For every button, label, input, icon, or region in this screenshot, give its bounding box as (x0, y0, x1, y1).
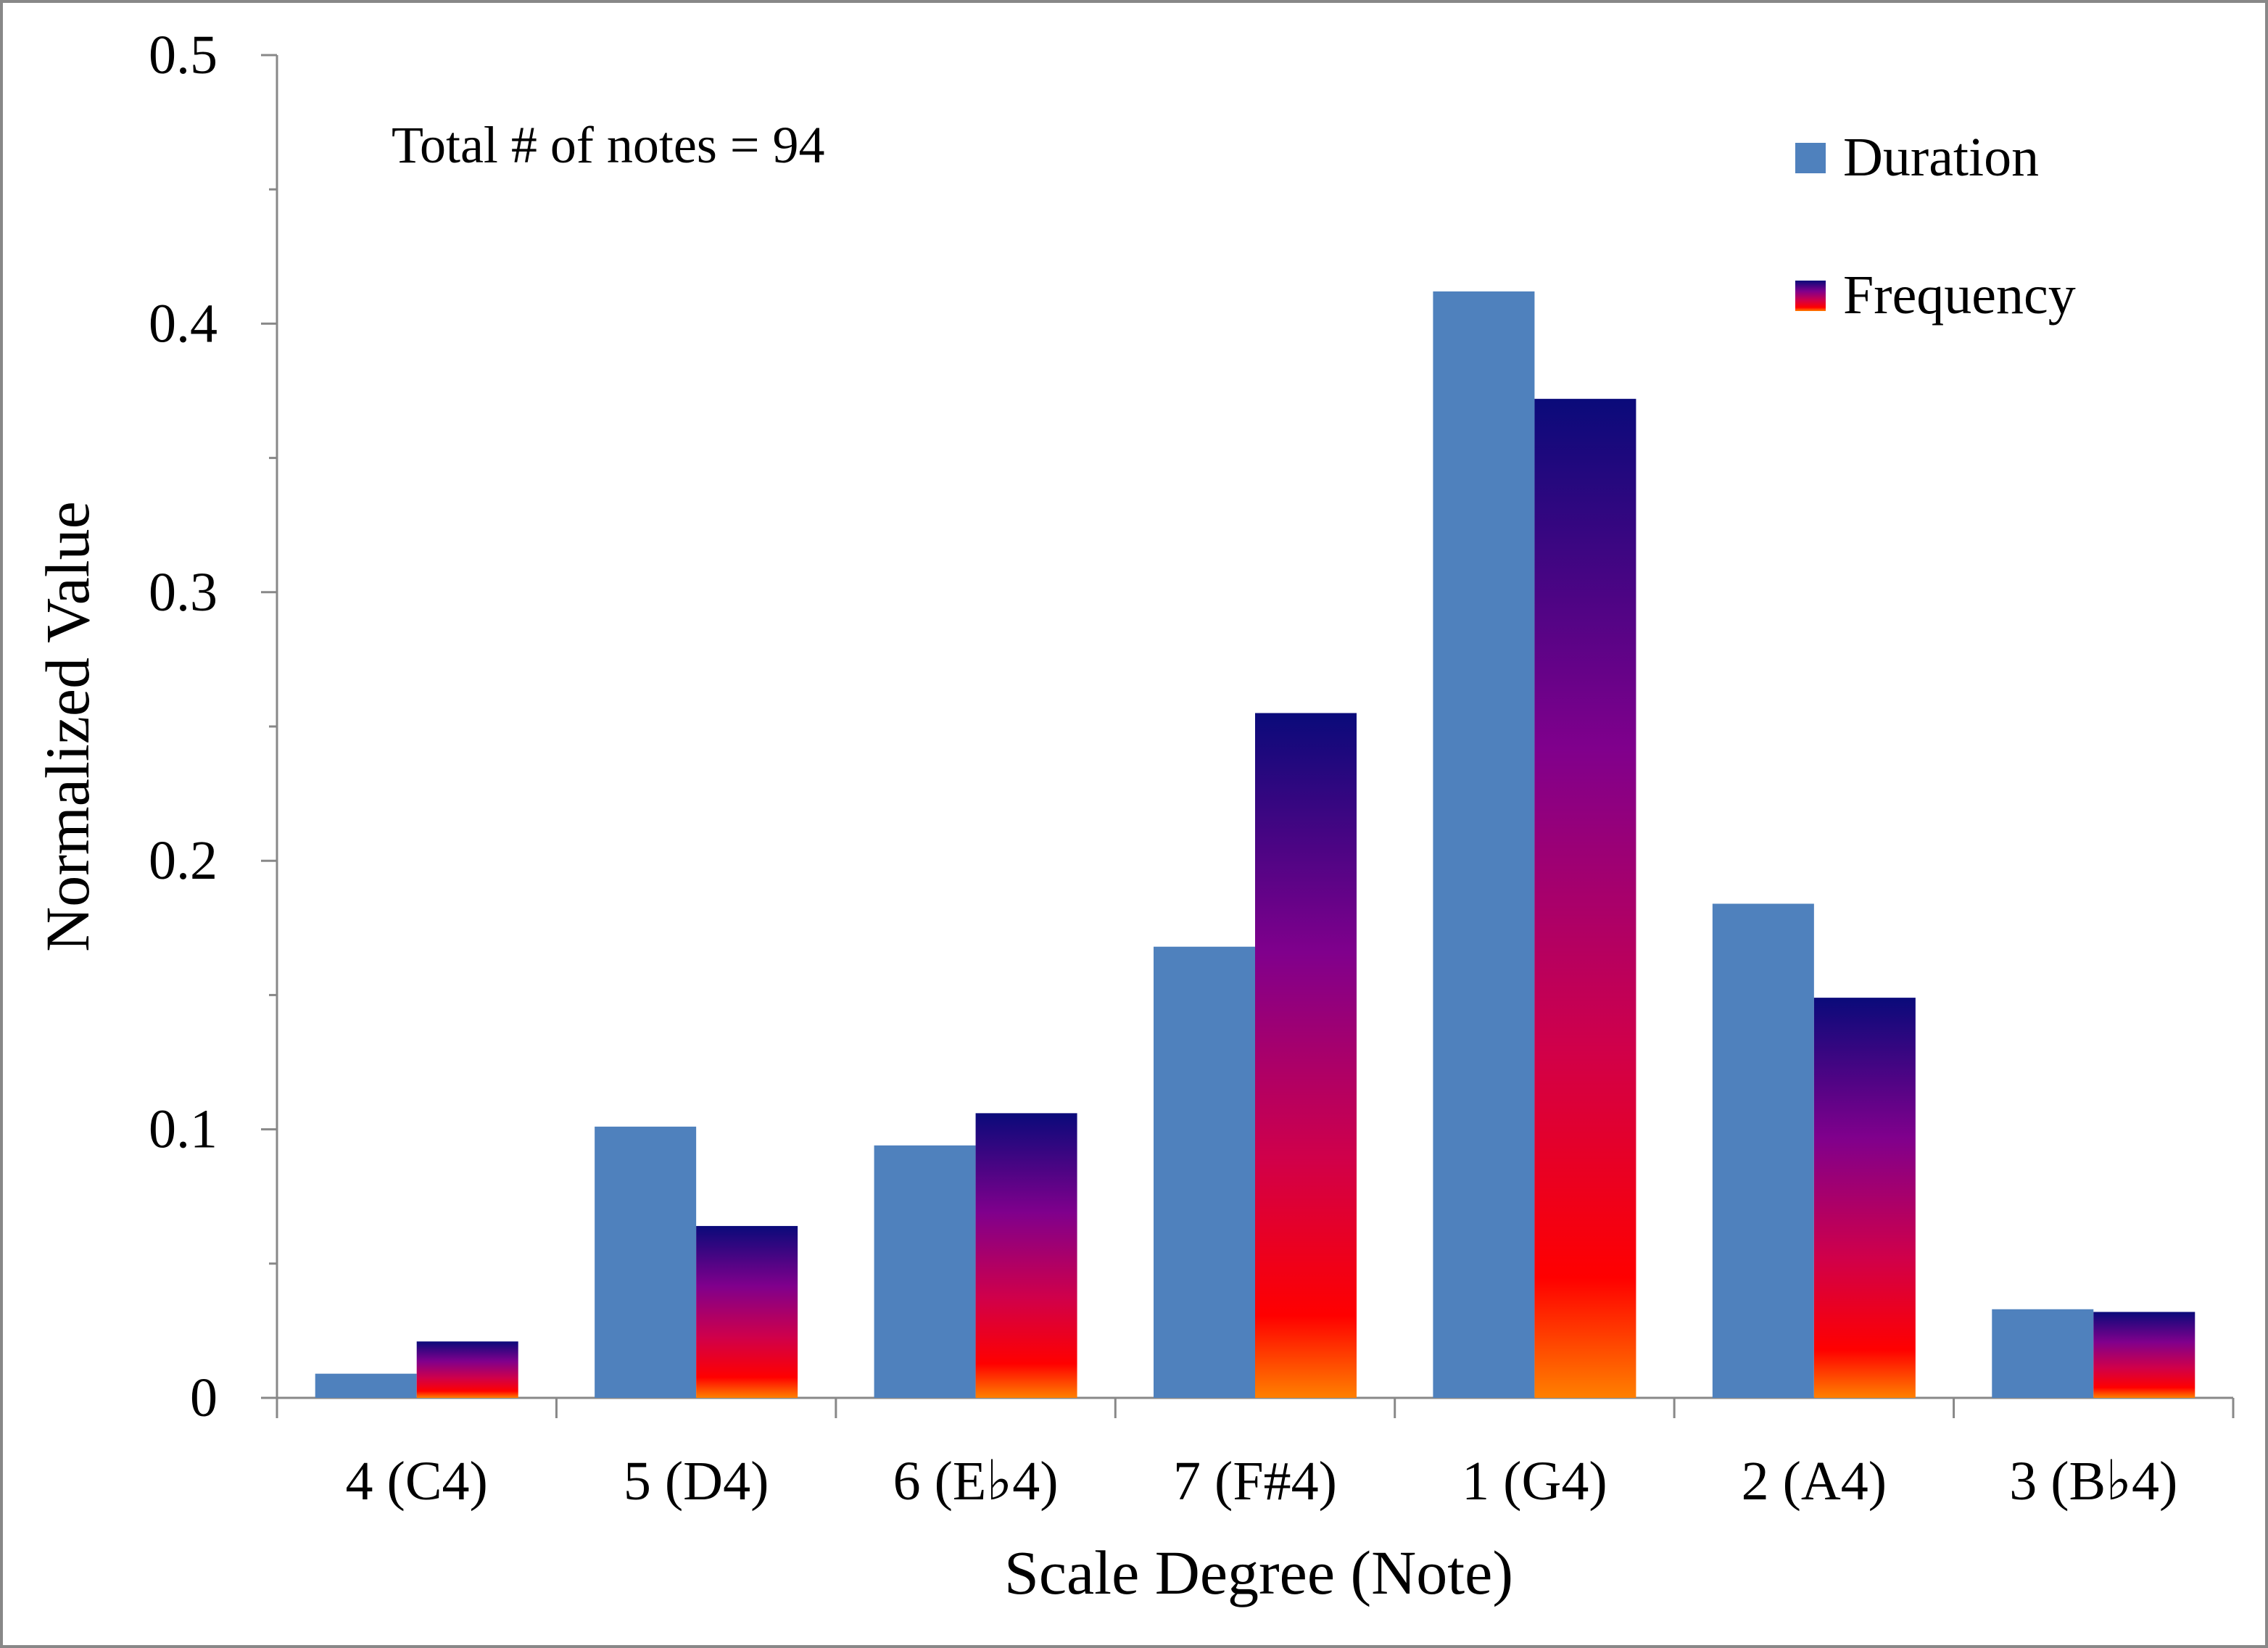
bar-duration-4 (1433, 291, 1535, 1398)
bar-duration-6 (1992, 1309, 2094, 1398)
bars (315, 291, 2195, 1398)
y-tick-label: 0.4 (149, 293, 218, 354)
y-tick-labels: 0 0.1 0.2 0.3 0.4 0.5 (149, 25, 218, 1428)
y-tick-label: 0 (190, 1367, 218, 1428)
bar-duration-5 (1712, 903, 1814, 1398)
bar-duration-2 (874, 1145, 976, 1398)
x-tick-labels: 4 (C4) 5 (D4) 6 (E♭4) 7 (F#4) 1 (G4) 2 (A4) 3 … (346, 1451, 2178, 1512)
x-ticks (276, 1398, 2235, 1418)
bar-duration-3 (1154, 946, 1255, 1398)
x-axis-label: Scale Degree (Note) (1004, 1538, 1513, 1607)
y-tick-label: 0.5 (149, 25, 218, 86)
legend-label-duration: Duration (1843, 127, 2039, 188)
x-tick-label: 4 (C4) (346, 1451, 488, 1512)
annotation-total-notes: Total # of notes = 94 (392, 116, 824, 174)
bar-frequency-5 (1813, 998, 1916, 1398)
legend-swatch-frequency (1795, 281, 1826, 311)
bar-frequency-1 (696, 1225, 798, 1398)
x-tick-label: 5 (D4) (624, 1451, 769, 1512)
x-tick-label: 3 (B♭4) (2009, 1451, 2177, 1512)
bar-frequency-2 (975, 1113, 1077, 1398)
legend: Duration Frequency (1795, 127, 2076, 326)
legend-swatch-duration (1795, 143, 1826, 173)
y-tick-label: 0.3 (149, 562, 218, 623)
bar-frequency-3 (1255, 713, 1357, 1398)
x-tick-label: 1 (G4) (1462, 1451, 1607, 1512)
y-ticks (261, 54, 277, 1399)
legend-label-frequency: Frequency (1843, 265, 2076, 326)
bar-frequency-0 (416, 1341, 518, 1398)
y-tick-label: 0.1 (149, 1099, 218, 1160)
x-tick-label: 6 (E♭4) (893, 1451, 1059, 1512)
bar-duration-0 (315, 1373, 417, 1398)
x-tick-label: 7 (F#4) (1173, 1451, 1337, 1512)
y-axis-label: Normalized Value (33, 501, 102, 952)
bar-frequency-4 (1534, 399, 1636, 1398)
bar-duration-1 (595, 1126, 697, 1398)
bar-chart: 0 0.1 0.2 0.3 0.4 0.5 4 (C4) 5 (D4) 6 (E♭4) 7 (F… (33, 25, 2235, 1607)
x-tick-label: 2 (A4) (1742, 1451, 1887, 1512)
y-tick-label: 0.2 (149, 830, 218, 891)
bar-frequency-6 (2093, 1312, 2195, 1398)
